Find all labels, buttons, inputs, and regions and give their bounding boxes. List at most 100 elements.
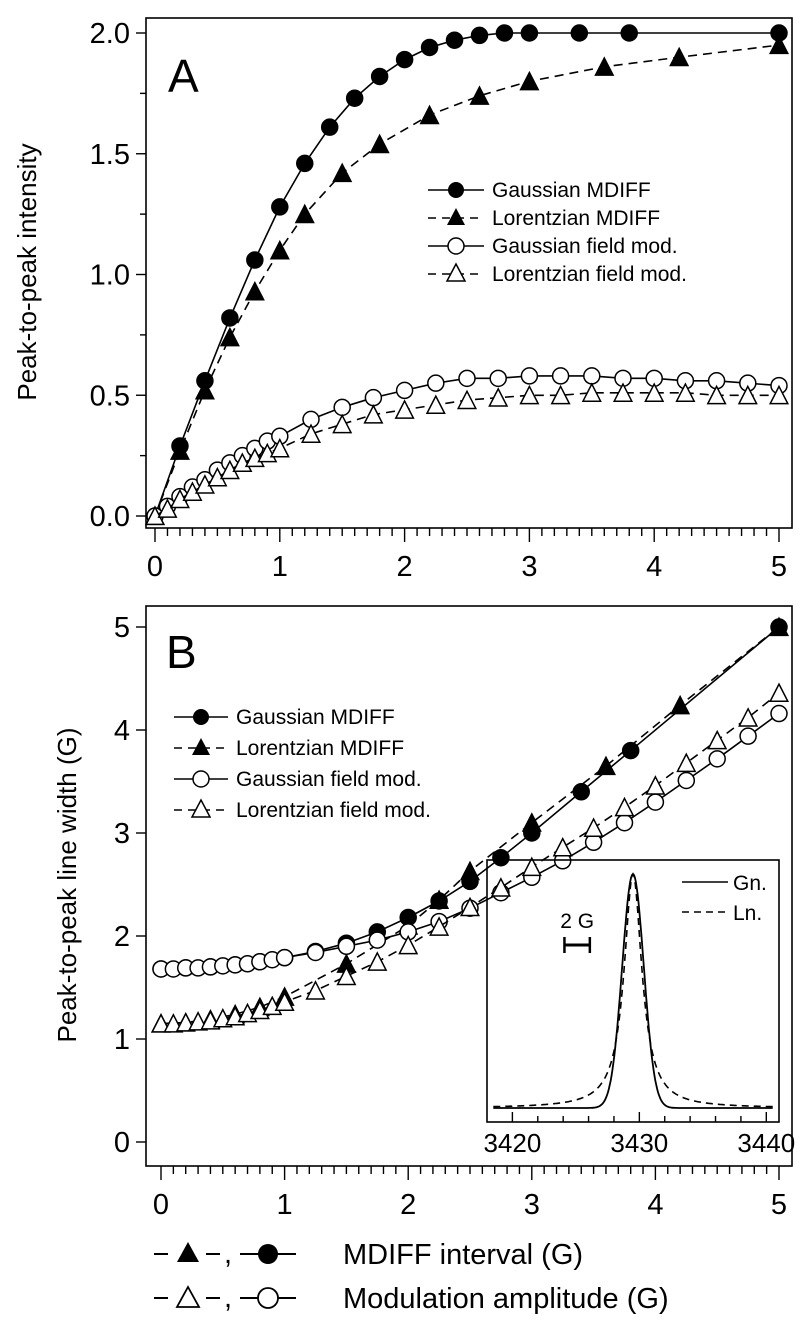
data-point-filled-triangle [459,860,481,881]
inset-x-tick-label: 3430 [610,1128,668,1158]
legend-label: Gaussian MDIFF [236,706,395,729]
series-lorentzian-mdiff [144,34,790,526]
data-point-filled-triangle [594,56,615,76]
data-point-open-triangle [300,423,322,443]
y-tick-label: 1.0 [90,260,130,292]
y-tick-label: 0 [114,1127,130,1159]
data-point-open-triangle [706,384,727,405]
data-point-filled-circle [492,848,510,867]
y-tick-label: 5 [114,612,130,644]
mdiff-interval-label: MDIFF interval (G) [343,1239,583,1271]
panel-a-legend: Gaussian MDIFF Lorentzian MDIFF Gaussian… [428,179,687,286]
data-point-open-triangle [737,384,758,405]
filled-circle-marker-icon [258,1244,278,1264]
open-circle-marker-icon [192,770,210,788]
data-point-open-triangle [305,980,326,1000]
panel-a-y-ticks: 0.0 0.5 1.0 1.5 2.0 [90,18,146,533]
data-point-filled-triangle [670,694,691,715]
x-title-line-1: , MDIFF interval (G) [154,1238,583,1271]
data-point-filled-triangle [332,162,353,183]
x-tick-label: 1 [277,1189,293,1221]
open-circle-marker-icon [257,1287,279,1309]
inset-scale-bar: 2 G [560,910,594,953]
data-point-open-triangle [583,817,604,837]
data-point-open-triangle [612,382,634,402]
series-gaussian-field-mod- [152,704,788,978]
data-point-filled-circle [320,118,339,136]
series-lorentzian-field-mod- [150,682,790,1033]
x-tick-label: 3 [524,1189,540,1221]
legend-item-gaussian-field-mod: Gaussian field mod. [174,768,422,791]
data-point-open-circle [583,367,601,385]
data-point-open-triangle [398,934,419,955]
data-point-open-triangle [274,991,295,1012]
data-point-filled-triangle [269,239,290,260]
data-point-filled-circle [520,24,539,42]
panel-a-series [144,24,790,526]
y-tick-label: 2 [114,921,130,953]
data-point-open-circle [646,793,665,811]
data-point-filled-triangle [244,280,265,301]
data-point-open-triangle [425,394,446,415]
inset-x-tick-label: 3420 [483,1128,541,1158]
data-point-filled-triangle [419,104,440,125]
panel-b-legend: Gaussian MDIFF Lorentzian MDIFF Gaussian… [174,706,431,822]
panel-a-y-axis-title: Peak-to-peak intensity [12,143,42,400]
series-lorentzian-field-mod- [144,382,790,526]
data-point-open-triangle [675,382,696,402]
data-point-open-triangle [552,836,573,857]
y-tick-label: 4 [114,715,130,747]
inset-legend-label-ln: Ln. [733,902,762,925]
data-point-filled-circle [572,783,590,801]
data-point-open-circle [427,374,445,392]
x-tick-label: 3 [521,551,537,583]
data-point-filled-triangle [194,379,215,400]
data-point-open-circle [368,931,387,949]
data-point-open-triangle [768,682,790,703]
inset-legend-label-gn: Gn. [733,872,767,895]
x-tick-label: 5 [771,1189,787,1221]
panel-b-series [150,616,790,1033]
data-point-open-circle [395,381,414,400]
data-point-open-circle [458,369,476,388]
modulation-amplitude-label: Modulation amplitude (G) [343,1283,669,1315]
data-point-open-triangle [332,413,353,434]
filled-triangle-marker-icon [192,738,210,755]
legend-item-gaussian-field-mod: Gaussian field mod. [428,235,678,258]
panel-b-inset-chart: 3420 3430 3440 Gn. Ln. 2 G [483,859,795,1158]
data-point-open-circle [489,369,507,388]
data-point-filled-triangle [219,326,240,347]
data-point-filled-triangle [429,889,450,910]
filled-circle-marker-icon [193,709,209,725]
y-tick-label: 2.0 [90,18,130,50]
data-point-open-triangle [614,796,635,817]
data-point-filled-circle [445,31,464,49]
data-point-open-triangle [488,387,509,407]
data-point-filled-triangle [669,46,690,67]
data-point-filled-circle [246,251,264,269]
filled-circle-marker-icon [448,182,464,198]
data-point-open-triangle [336,965,357,986]
y-tick-label: 1.5 [90,139,130,171]
legend-item-gaussian-mdiff: Gaussian MDIFF [174,706,395,729]
scale-bar-label: 2 G [560,910,594,933]
x-tick-label: 4 [646,551,662,583]
data-point-open-triangle [367,951,388,971]
data-point-open-triangle [521,856,542,877]
inset-legend: Gn. Ln. [682,872,767,925]
inset-curves [493,872,773,1109]
panel-b-chart: B Peak-to-peak line width (G) 0 1 2 3 4 5 0 1 2… [52,605,795,1221]
filled-triangle-marker-icon [177,1242,199,1262]
data-point-filled-triangle [768,616,790,637]
inset-x-tick-label: 3440 [737,1128,795,1158]
data-point-open-triangle [394,399,415,419]
data-point-open-circle [677,771,696,790]
data-point-open-triangle [768,384,790,405]
y-tick-label: 3 [114,818,130,850]
data-point-open-circle [739,727,757,745]
data-point-filled-triangle [369,133,390,154]
data-point-filled-circle [620,24,638,42]
data-point-filled-triangle [294,203,315,224]
data-point-open-triangle [157,498,178,518]
panel-b-y-ticks: 0 1 2 3 4 5 [114,612,146,1159]
